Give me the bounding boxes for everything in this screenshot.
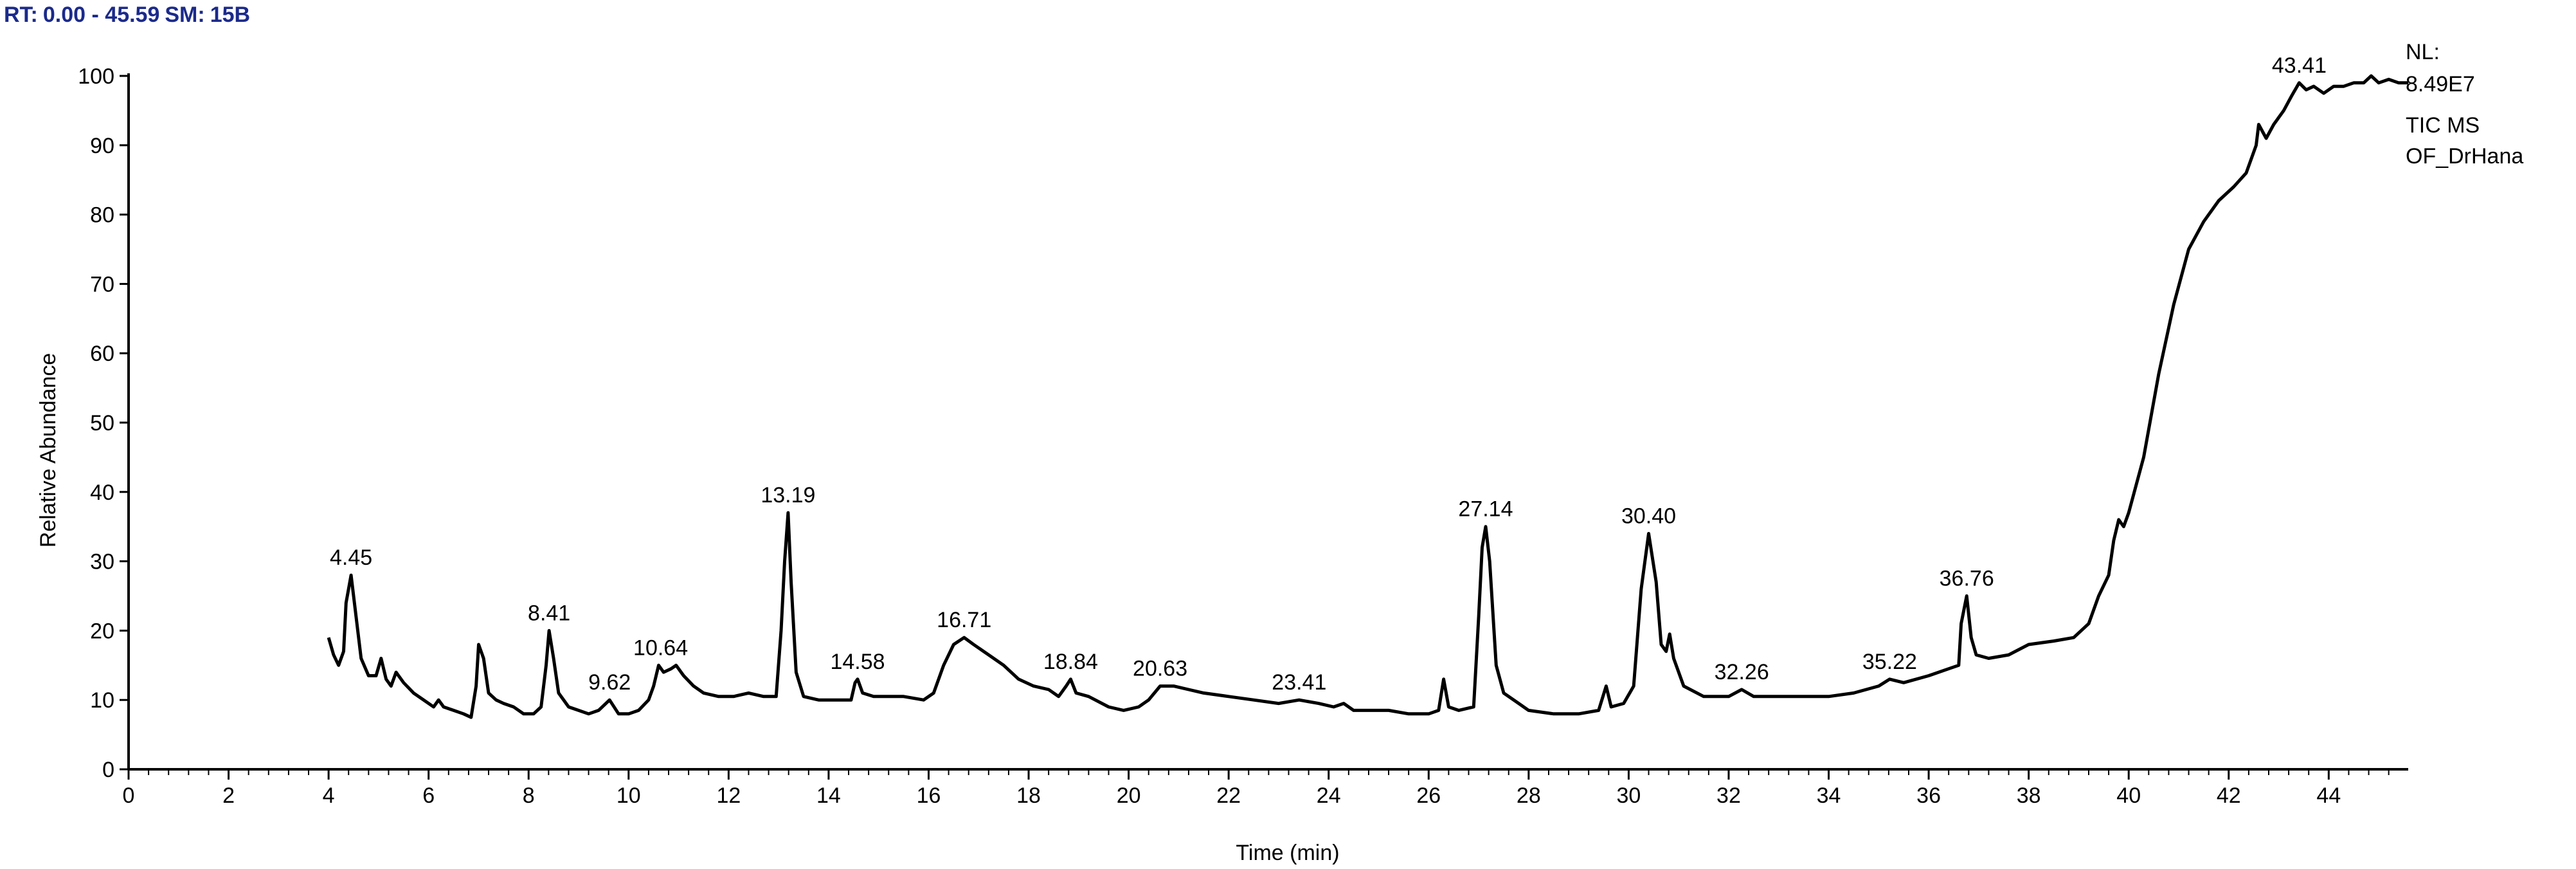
y-tick-label: 10	[90, 688, 114, 713]
x-tick-label: 0	[123, 783, 135, 808]
peak-label: 43.41	[2272, 53, 2327, 78]
peak-label: 36.76	[1940, 567, 1994, 591]
nl-label: NL:	[2406, 40, 2440, 64]
x-tick-label: 10	[617, 783, 641, 808]
sm-value: 15B	[210, 3, 251, 27]
y-tick-label: 80	[90, 203, 114, 228]
y-tick-label: 50	[90, 411, 114, 435]
x-tick-label: 42	[2217, 783, 2241, 808]
tic-trace-line	[327, 74, 2408, 719]
peak-label: 27.14	[1458, 497, 1513, 522]
peak-label: 8.41	[528, 601, 570, 625]
peak-label: 20.63	[1133, 657, 1187, 681]
scan-type: TIC MS	[2406, 113, 2480, 138]
rt-range: 0.00 - 45.59	[42, 3, 160, 27]
x-tick-label: 4	[323, 783, 335, 808]
y-tick-label: 20	[90, 619, 114, 643]
nl-value: 8.49E7	[2406, 72, 2475, 96]
x-tick-label: 14	[816, 783, 841, 808]
x-tick-label: 40	[2116, 783, 2141, 808]
x-tick-label: 18	[1016, 783, 1041, 808]
y-tick-label: 0	[102, 758, 114, 782]
x-tick-label: 22	[1216, 783, 1241, 808]
x-tick-label: 24	[1317, 783, 1341, 808]
x-tick-label: 2	[222, 783, 235, 808]
peak-label: 18.84	[1043, 650, 1098, 674]
x-tick-label: 6	[422, 783, 435, 808]
peak-label: 10.64	[633, 636, 688, 660]
peak-label: 16.71	[937, 608, 991, 632]
x-tick-label: 32	[1716, 783, 1741, 808]
rt-label: RT:	[4, 3, 38, 27]
x-tick-label: 38	[2017, 783, 2041, 808]
y-tick-label: 70	[90, 272, 114, 297]
x-tick-label: 28	[1517, 783, 1541, 808]
file-name: OF_DrHana	[2406, 144, 2523, 169]
x-tick-label: 12	[716, 783, 741, 808]
peak-label: 32.26	[1715, 660, 1769, 684]
x-tick-label: 26	[1416, 783, 1441, 808]
chromatogram-header: RT: 0.00 - 45.59 SM: 15B	[4, 3, 255, 28]
y-axis-title: Relative Abundance	[36, 353, 60, 547]
peak-label: 30.40	[1621, 504, 1676, 528]
y-tick-label: 60	[90, 342, 114, 366]
x-axis-title: Time (min)	[1236, 841, 1339, 865]
x-tick-label: 16	[917, 783, 941, 808]
peak-label: 13.19	[761, 483, 815, 508]
y-tick-label: 100	[78, 64, 114, 89]
nl-info: NL: 8.49E7 TIC MS OF_DrHana	[2406, 40, 2523, 169]
peak-label: 4.45	[330, 545, 372, 570]
x-tick-label: 8	[523, 783, 535, 808]
peak-label: 23.41	[1272, 670, 1326, 695]
peak-label: 14.58	[830, 650, 885, 674]
plot-area	[327, 74, 2408, 719]
x-tick-label: 34	[1817, 783, 1841, 808]
x-tick-label: 36	[1916, 783, 1941, 808]
peak-label: 9.62	[588, 670, 631, 695]
x-tick-label: 44	[2316, 783, 2341, 808]
x-tick-label: 20	[1117, 783, 1141, 808]
y-tick-label: 90	[90, 134, 114, 158]
y-tick-label: 30	[90, 550, 114, 574]
peak-label: 35.22	[1862, 650, 1917, 674]
x-tick-label: 30	[1616, 783, 1641, 808]
y-tick-label: 40	[90, 480, 114, 505]
sm-label: SM:	[165, 3, 205, 27]
